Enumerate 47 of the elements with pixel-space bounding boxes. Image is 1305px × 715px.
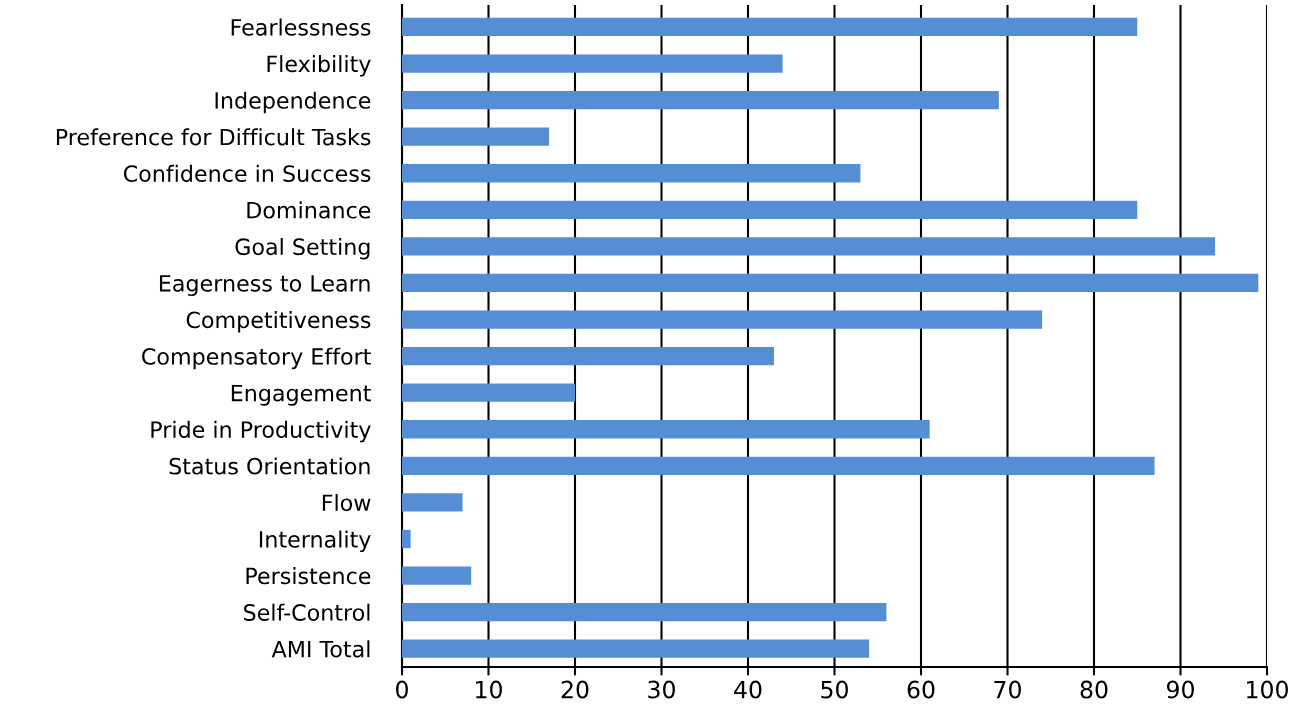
bar bbox=[402, 456, 1155, 475]
bar bbox=[402, 602, 887, 622]
y-tick-label: Competitiveness bbox=[186, 311, 371, 333]
y-tick-label: Fearlessness bbox=[231, 18, 371, 36]
bar bbox=[402, 566, 472, 585]
y-tick-label: Persistence bbox=[246, 567, 371, 585]
bar bbox=[402, 237, 1216, 256]
x-tick-label: 60 bbox=[907, 680, 935, 699]
x-tick-label: 20 bbox=[561, 680, 589, 699]
y-tick-label: Goal Setting bbox=[235, 237, 370, 260]
y-tick-label: Compensatory Effort bbox=[142, 347, 371, 370]
bar bbox=[402, 90, 999, 110]
bar bbox=[402, 17, 1138, 37]
bar bbox=[402, 310, 1043, 329]
y-tick-label: Status Orientation bbox=[169, 457, 370, 475]
y-tick-label: AMI Total bbox=[271, 640, 370, 658]
y-tick-label: Internality bbox=[259, 530, 371, 553]
x-tick-label: 10 bbox=[476, 680, 502, 699]
x-tick-label: 80 bbox=[1080, 680, 1108, 699]
x-tick-label: 40 bbox=[734, 680, 762, 699]
x-tick-label: 30 bbox=[648, 680, 675, 699]
y-tick-label: Engagement bbox=[231, 384, 371, 406]
bar bbox=[402, 164, 861, 183]
bar bbox=[402, 200, 1138, 219]
bar bbox=[402, 529, 411, 549]
x-tick-label: 90 bbox=[1166, 680, 1194, 699]
x-tick-label: 100 bbox=[1247, 680, 1288, 699]
y-tick-label: Independence bbox=[215, 91, 371, 114]
bar bbox=[402, 383, 575, 402]
y-tick-label: Flexibility bbox=[267, 55, 371, 77]
bar bbox=[402, 639, 870, 658]
y-tick-label: Confidence in Success bbox=[123, 164, 371, 182]
bar bbox=[402, 273, 1259, 293]
x-tick-label: 70 bbox=[994, 680, 1021, 699]
y-tick-label: Self-Control bbox=[244, 603, 370, 621]
y-tick-label: Pride in Productivity bbox=[151, 420, 371, 443]
y-tick-label: Flow bbox=[322, 493, 371, 512]
bar bbox=[402, 127, 550, 146]
bar bbox=[402, 420, 930, 439]
y-tick-label: Preference for Difficult Tasks bbox=[56, 128, 371, 146]
bar bbox=[402, 493, 463, 512]
y-tick-label: Eagerness to Learn bbox=[159, 275, 370, 297]
x-tick-label: 0 bbox=[396, 680, 408, 699]
bar bbox=[402, 54, 783, 73]
bar bbox=[402, 346, 774, 366]
y-tick-label: Dominance bbox=[247, 201, 371, 219]
x-tick-label: 50 bbox=[821, 680, 848, 699]
